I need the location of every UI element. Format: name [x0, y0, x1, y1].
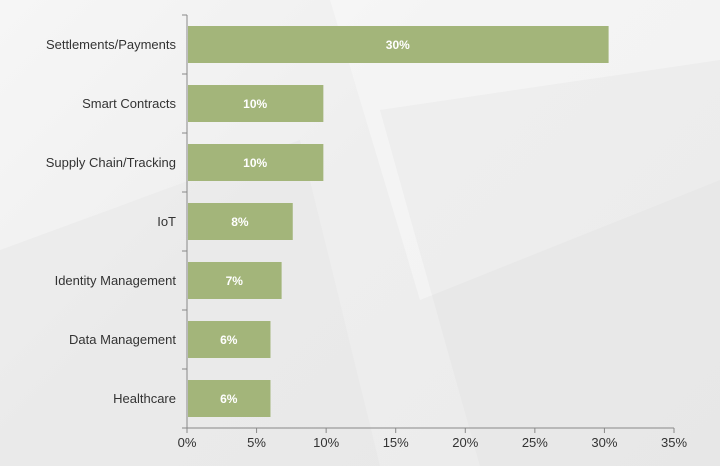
bar [188, 144, 324, 181]
data-label: 7% [226, 274, 244, 288]
bar [188, 203, 293, 240]
category-label: Data Management [69, 332, 176, 347]
category-label: Settlements/Payments [46, 37, 177, 52]
category-label: Healthcare [113, 391, 176, 406]
bar [188, 380, 271, 417]
x-tick-label: 35% [661, 435, 687, 450]
x-tick-label: 25% [522, 435, 548, 450]
category-label: Smart Contracts [82, 96, 176, 111]
x-tick-label: 0% [178, 435, 197, 450]
category-label: IoT [157, 214, 176, 229]
x-tick-label: 5% [247, 435, 266, 450]
data-label: 8% [231, 215, 249, 229]
bar [188, 321, 271, 358]
bar [188, 262, 282, 299]
bar [188, 85, 324, 122]
data-label: 30% [386, 38, 410, 52]
x-tick-label: 15% [383, 435, 409, 450]
x-tick-label: 30% [591, 435, 617, 450]
x-tick-label: 20% [452, 435, 478, 450]
bar [188, 26, 609, 63]
data-label: 6% [220, 392, 238, 406]
data-label: 6% [220, 333, 238, 347]
data-label: 10% [243, 156, 267, 170]
data-label: 10% [243, 97, 267, 111]
category-label: Identity Management [55, 273, 177, 288]
category-label: Supply Chain/Tracking [46, 155, 176, 170]
x-tick-label: 10% [313, 435, 339, 450]
